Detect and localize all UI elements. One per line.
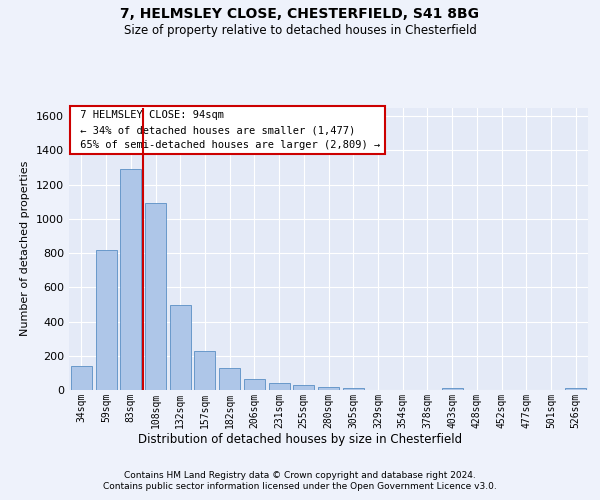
Text: Contains HM Land Registry data © Crown copyright and database right 2024.: Contains HM Land Registry data © Crown c…	[124, 471, 476, 480]
Bar	[343, 388, 364, 390]
Text: Size of property relative to detached houses in Chesterfield: Size of property relative to detached ho…	[124, 24, 476, 37]
Bar	[244, 379, 265, 390]
Text: 7 HELMSLEY CLOSE: 94sqm
 ← 34% of detached houses are smaller (1,477)
 65% of se: 7 HELMSLEY CLOSE: 94sqm ← 34% of detache…	[74, 110, 380, 150]
Bar	[170, 305, 191, 390]
Bar	[442, 388, 463, 390]
Bar	[269, 384, 290, 390]
Text: Distribution of detached houses by size in Chesterfield: Distribution of detached houses by size …	[138, 432, 462, 446]
Bar	[145, 202, 166, 390]
Text: 7, HELMSLEY CLOSE, CHESTERFIELD, S41 8BG: 7, HELMSLEY CLOSE, CHESTERFIELD, S41 8BG	[121, 8, 479, 22]
Bar	[71, 366, 92, 390]
Bar	[565, 388, 586, 390]
Bar	[95, 250, 116, 390]
Bar	[120, 169, 141, 390]
Y-axis label: Number of detached properties: Number of detached properties	[20, 161, 31, 336]
Text: Contains public sector information licensed under the Open Government Licence v3: Contains public sector information licen…	[103, 482, 497, 491]
Bar	[318, 388, 339, 390]
Bar	[194, 350, 215, 390]
Bar	[293, 386, 314, 390]
Bar	[219, 368, 240, 390]
